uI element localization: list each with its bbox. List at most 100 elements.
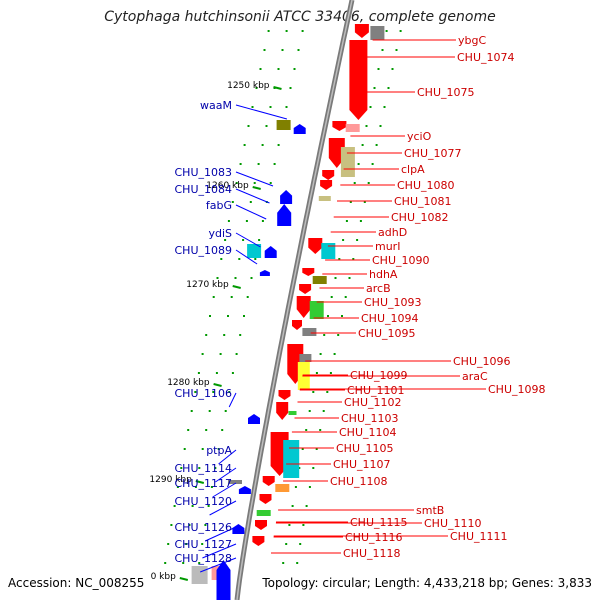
track-dot [369,106,372,108]
gene-label-forward: araC [462,370,488,383]
track-dot [191,505,194,507]
track-dot [176,486,179,488]
track-dot [338,258,341,260]
cds-adhd [321,243,336,259]
cds-clpa [340,147,355,177]
track-dot [170,524,173,526]
track-dot [164,562,167,564]
track-dot [361,144,364,146]
leader-line-reverse [209,500,237,516]
leader-line-reverse [202,543,237,559]
track-dot [298,467,301,469]
tick-label: 1260 kbp [206,181,249,191]
backbone-group [234,0,355,600]
track-dot [371,163,374,165]
backbone-highlight [236,0,353,600]
track-dot [224,410,227,412]
gene-label-forward: adhD [378,226,407,239]
track-dot [349,201,352,203]
gene-label-forward: CHU_1090 [372,254,430,267]
track-dot [251,106,254,108]
gene-chu-1102 [276,402,289,420]
track-dot [219,353,222,355]
track-dot [227,220,230,222]
leader-line-reverse [235,232,261,248]
gene-chu-1081 [320,180,333,190]
gene-label-forward: CHU_1116 [345,531,403,544]
tick-label: 1290 kbp [149,475,192,485]
track-dot [208,410,211,412]
track-dot [182,562,185,564]
genome-summary-text: Topology: circular; Length: 4,433,218 bp… [262,576,592,590]
track-dot [348,277,351,279]
leader-line-reverse [200,557,237,573]
leader-lines [200,39,486,573]
gene-label-forward: CHU_1108 [330,475,388,488]
track-dot [185,543,188,545]
track-dot [249,201,252,203]
track-dot [357,163,360,165]
track-dot [259,68,262,70]
leader-line-reverse [212,482,237,498]
track-dot [299,543,302,545]
track-dot [239,334,242,336]
track-dot [359,220,362,222]
leader-line-reverse [235,188,270,204]
gene-label-forward: CHU_1081 [394,195,452,208]
feature-group [191,24,385,600]
track-dot [353,182,356,184]
track-dot [293,68,296,70]
cds-ybgc [370,26,385,40]
cds-yció [345,124,360,132]
cds-chu-1126 [191,566,208,584]
gene-label-forward: clpA [401,163,425,176]
track-dot [180,467,183,469]
track-dot [265,125,268,127]
track-dot [381,49,384,51]
track-dot [205,334,208,336]
track-dot [198,562,201,564]
gene-chu-1075 [349,40,368,120]
track-dot [253,182,256,184]
leader-line-reverse [228,392,237,408]
gene-label-reverse: CHU_1117 [175,477,233,490]
gene-chu-1089 [259,270,270,276]
track-dot [197,372,200,374]
track-dot [277,68,280,70]
track-dot [205,429,208,431]
tick-mark [232,285,241,289]
track-dot [217,448,220,450]
tick-mark [273,86,282,90]
gene-label-forward: arcB [366,282,391,295]
gene-label-reverse: ydiS [208,227,232,240]
track-dot [267,30,270,32]
track-dot [245,220,248,222]
track-dot [296,562,299,564]
track-dot [273,163,276,165]
accession-text: Accession: NC_008255 [8,576,145,590]
track-dot [288,524,291,526]
track-dot [221,429,224,431]
gene-label-forward: smtB [416,504,444,517]
track-dot [312,391,315,393]
cds-chu-1103 [288,411,297,415]
track-dot [207,505,210,507]
track-dot [212,296,215,298]
track-dot [315,372,318,374]
gene-label-forward: murI [375,240,400,253]
track-dot [234,277,237,279]
track-dot [285,30,288,32]
track-dot [373,87,376,89]
cds-waam [276,120,291,130]
track-dot [224,239,227,241]
gene-label-reverse: CHU_1083 [175,166,233,179]
track-dot [319,429,322,431]
gene-label-forward: CHU_1102 [344,396,402,409]
track-dot [365,125,368,127]
track-dot [173,505,176,507]
track-dot [327,315,329,317]
track-dot [230,296,233,298]
track-dot [239,163,242,165]
leader-line-reverse [235,204,267,220]
track-dot [345,220,348,222]
